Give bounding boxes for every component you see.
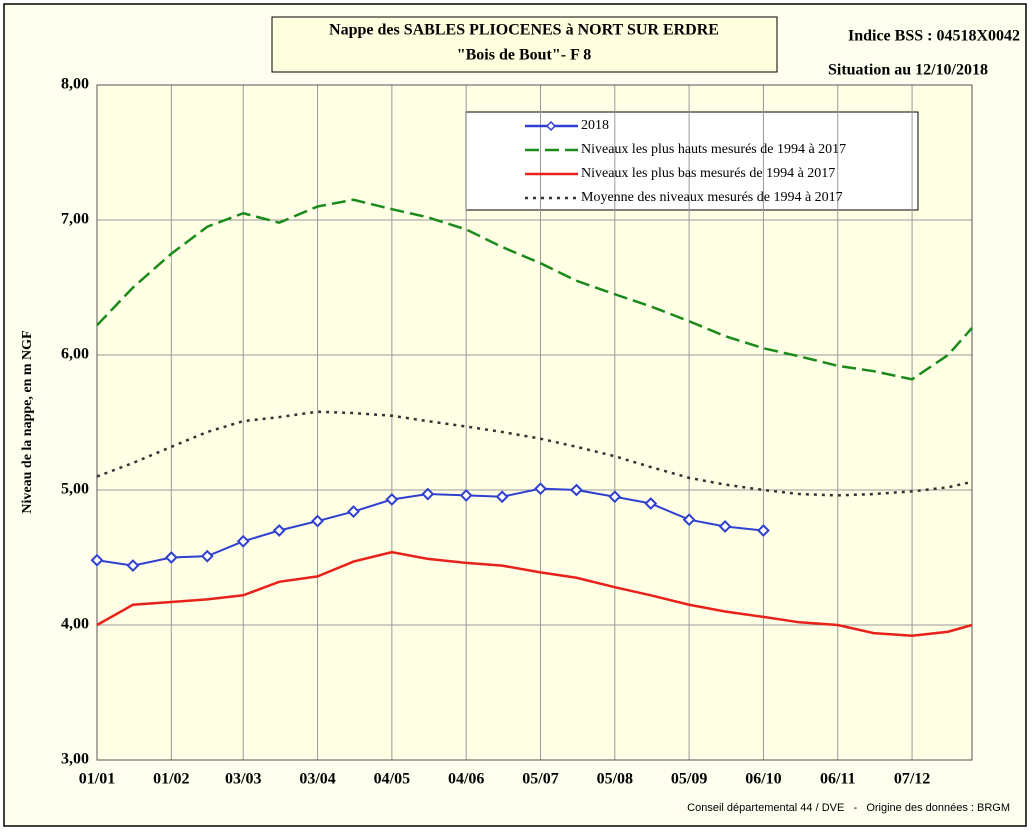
x-tick-label: 05/08	[597, 771, 633, 788]
series-marker	[682, 513, 696, 527]
series-marker	[311, 514, 324, 528]
annotation: Situation au 12/10/2018	[828, 62, 988, 79]
y-axis-label: Niveau de la nappe, en m NGF	[20, 330, 35, 513]
series-marker	[534, 482, 547, 496]
series-marker	[570, 483, 583, 497]
x-tick-label: 06/10	[745, 771, 781, 788]
legend	[465, 111, 919, 211]
chart-title: Nappe des SABLES PLIOCENES à NORT SUR ER…	[329, 22, 719, 39]
y-tick-label: 5,00	[61, 481, 89, 498]
legend-label: Niveaux les plus hauts mesurés de 1994 à…	[581, 142, 846, 157]
series-marker	[164, 551, 178, 564]
legend-label: Niveaux les plus bas mesurés de 1994 à 2…	[581, 166, 835, 181]
series-marker	[757, 524, 770, 537]
x-tick-label: 04/05	[374, 771, 410, 788]
y-tick-label: 4,00	[61, 616, 89, 633]
chart-subtitle: "Bois de Bout"- F 8	[457, 47, 592, 64]
source: Conseil départemental 44 / DVE - Origine…	[687, 802, 1010, 814]
annotation: Indice BSS : 04518X0042	[848, 28, 1020, 45]
series-line	[96, 410, 973, 497]
y-tick-label: 7,00	[61, 211, 89, 228]
x-tick-label: 05/07	[522, 771, 558, 788]
series-line	[96, 550, 973, 638]
x-tick-label: 05/09	[671, 771, 707, 788]
legend-marker	[545, 120, 557, 132]
series-marker	[718, 520, 732, 533]
x-tick-label: 01/02	[153, 771, 189, 788]
series-line	[96, 198, 973, 381]
series-marker	[347, 505, 360, 519]
series-marker	[608, 490, 622, 504]
series-marker	[421, 487, 435, 501]
series-marker	[200, 549, 214, 563]
x-tick-label: 04/06	[448, 771, 484, 788]
x-tick-label: 03/04	[299, 771, 335, 788]
y-tick-label: 8,00	[61, 76, 89, 93]
title-box	[271, 16, 778, 73]
series-marker	[495, 490, 509, 504]
x-tick-label: 06/11	[820, 771, 856, 788]
series-marker	[644, 497, 658, 510]
series-marker	[126, 559, 140, 573]
legend-label: Moyenne des niveaux mesurés de 1994 à 20…	[581, 190, 843, 205]
x-tick-label: 03/03	[225, 771, 261, 788]
series-marker	[385, 493, 399, 506]
axis-frame	[96, 84, 973, 761]
y-tick-label: 3,00	[61, 751, 89, 768]
legend-label: 2018	[581, 118, 609, 133]
x-tick-label: 01/01	[79, 771, 115, 788]
y-tick-label: 6,00	[61, 346, 89, 363]
series-marker	[272, 524, 286, 537]
x-tick-label: 07/12	[894, 771, 930, 788]
series-marker	[459, 488, 473, 502]
series-marker	[90, 553, 104, 567]
series-marker	[236, 534, 250, 548]
